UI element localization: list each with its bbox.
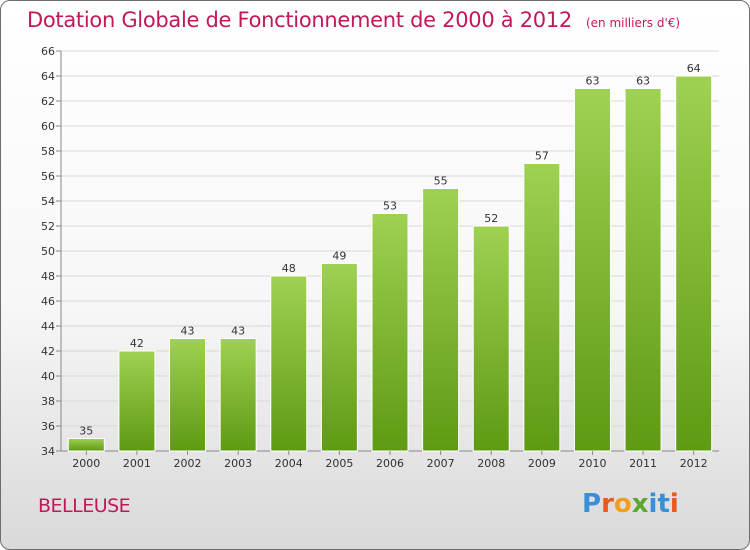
logo-letter: t (657, 489, 670, 519)
data-label: 64 (687, 62, 701, 75)
y-tick-label: 56 (41, 170, 55, 183)
y-tick-label: 66 (41, 45, 55, 58)
data-labels: 35 42 43 43 48 49 53 55 52 57 63 63 64 (79, 62, 700, 438)
x-tick-label: 2008 (477, 457, 505, 470)
bars (67, 75, 713, 452)
bar (422, 188, 460, 452)
x-tick-label: 2002 (174, 457, 202, 470)
data-label: 63 (585, 75, 599, 88)
y-tick-label: 50 (41, 245, 55, 258)
x-tick-label: 2006 (376, 457, 404, 470)
x-tick-label: 2000 (72, 457, 100, 470)
y-tick-label: 40 (41, 370, 55, 383)
y-tick-label: 38 (41, 395, 55, 408)
y-tick-label: 52 (41, 220, 55, 233)
x-tick-label: 2001 (123, 457, 151, 470)
data-label: 43 (181, 325, 195, 338)
bar (320, 263, 358, 452)
x-tick-label: 2007 (427, 457, 455, 470)
logo-letter: P (582, 489, 602, 519)
y-tick-label: 64 (41, 70, 55, 83)
bar (624, 88, 662, 452)
bar (472, 225, 510, 452)
data-label: 35 (79, 425, 93, 438)
bar (118, 350, 156, 452)
data-label: 43 (231, 325, 245, 338)
bar (523, 163, 561, 452)
data-label: 63 (636, 75, 650, 88)
y-tick-label: 54 (41, 195, 55, 208)
y-tick-label: 42 (41, 345, 55, 358)
y-axis-ticks: 34 36 38 40 42 44 46 48 50 52 54 56 58 60 62 64 66 (41, 45, 61, 458)
bar (371, 213, 409, 452)
data-label: 57 (535, 150, 549, 163)
x-tick-label: 2005 (325, 457, 353, 470)
bar (169, 338, 207, 452)
title-text: Dotation Globale de Fonctionnement de 20… (27, 8, 572, 32)
data-label: 48 (282, 262, 296, 275)
data-label: 53 (383, 200, 397, 213)
y-tick-label: 58 (41, 145, 55, 158)
x-tick-label: 2009 (528, 457, 556, 470)
bar (573, 88, 611, 452)
bar (270, 275, 308, 452)
bar (675, 75, 713, 452)
chart-title: Dotation Globale de Fonctionnement de 20… (27, 8, 680, 32)
data-label: 49 (332, 250, 346, 263)
y-tick-label: 36 (41, 420, 55, 433)
x-tick-label: 2004 (275, 457, 303, 470)
logo-letter: x (631, 489, 649, 519)
y-tick-label: 44 (41, 320, 55, 333)
y-tick-label: 60 (41, 120, 55, 133)
commune-name: BELLEUSE (38, 495, 131, 517)
y-tick-label: 62 (41, 95, 55, 108)
proxiti-logo[interactable]: Proxiti (582, 489, 679, 519)
data-label: 52 (484, 212, 498, 225)
x-axis-ticks: 2000 2001 2002 2003 2004 2005 2006 2007 2008 2009… (72, 451, 708, 470)
x-tick-label: 2010 (578, 457, 606, 470)
data-label: 42 (130, 337, 144, 350)
logo-letter: r (601, 489, 614, 519)
x-tick-label: 2003 (224, 457, 252, 470)
logo-letter: o (613, 489, 632, 519)
bar (67, 438, 105, 452)
y-tick-label: 48 (41, 270, 55, 283)
logo-letter: i (648, 489, 658, 519)
x-tick-label: 2011 (629, 457, 657, 470)
bar (219, 338, 257, 452)
y-tick-label: 34 (41, 445, 55, 458)
data-label: 55 (434, 175, 448, 188)
y-tick-label: 46 (41, 295, 55, 308)
x-tick-label: 2012 (680, 457, 708, 470)
unit-text: (en milliers d'€) (585, 16, 681, 30)
logo-letter: i (669, 489, 679, 519)
